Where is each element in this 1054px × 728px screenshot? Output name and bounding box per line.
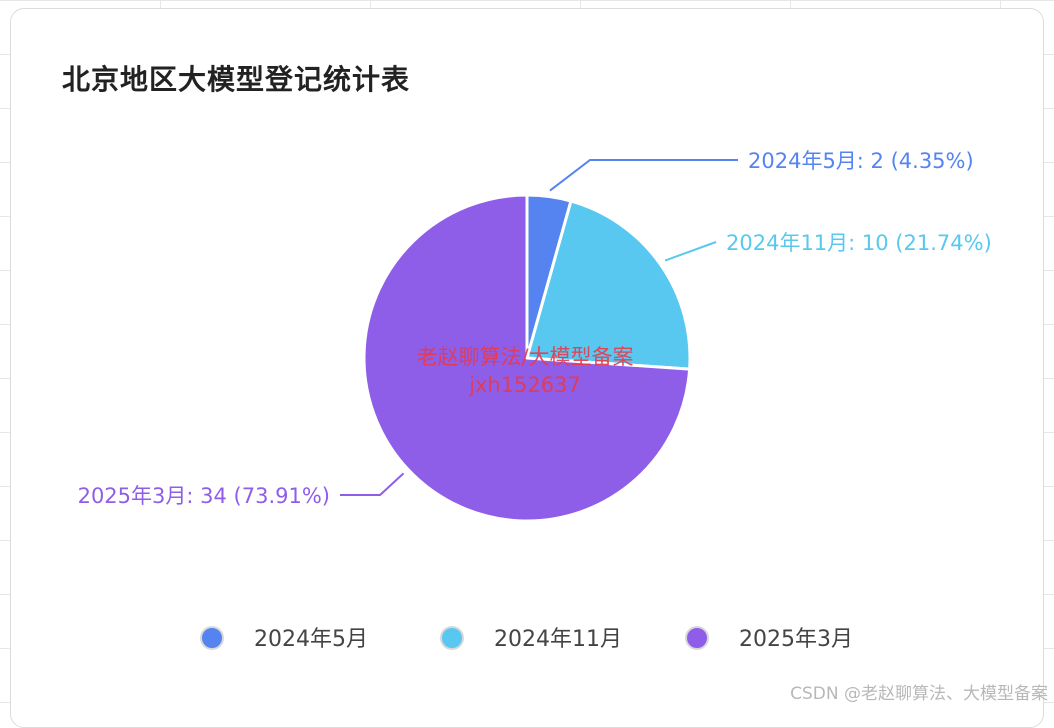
slice-label-2: 2024年11月: 10 (21.74%) xyxy=(726,231,992,255)
footer-watermark: CSDN @老赵聊算法、大模型备案 xyxy=(790,684,1048,704)
legend-marker-3[interactable] xyxy=(685,626,709,650)
watermark-line-2: jxh152637 xyxy=(468,373,581,397)
watermark-line-1: 老赵聊算法/大模型备案 xyxy=(416,345,633,369)
leader-line-1 xyxy=(549,159,738,192)
leader-line-2 xyxy=(664,241,717,262)
legend-marker-1[interactable] xyxy=(200,626,224,650)
pie-chart: 2024年5月: 2 (4.35%) 2024年11月: 10 (21.74%) 2… xyxy=(78,149,992,652)
chart-title: 北京地区大模型登记统计表 xyxy=(62,63,411,96)
legend-label-3[interactable]: 2025年3月 xyxy=(739,627,853,652)
legend-label-1[interactable]: 2024年5月 xyxy=(254,627,368,652)
pie-slice-2[interactable] xyxy=(525,199,692,371)
legend-label-2[interactable]: 2024年11月 xyxy=(494,627,622,652)
leader-line-3 xyxy=(340,472,405,496)
slice-label-3: 2025年3月: 34 (73.91%) xyxy=(78,484,330,508)
slice-label-1: 2024年5月: 2 (4.35%) xyxy=(748,149,974,173)
legend-marker-2[interactable] xyxy=(440,626,464,650)
pie-slice-3[interactable] xyxy=(362,193,692,523)
